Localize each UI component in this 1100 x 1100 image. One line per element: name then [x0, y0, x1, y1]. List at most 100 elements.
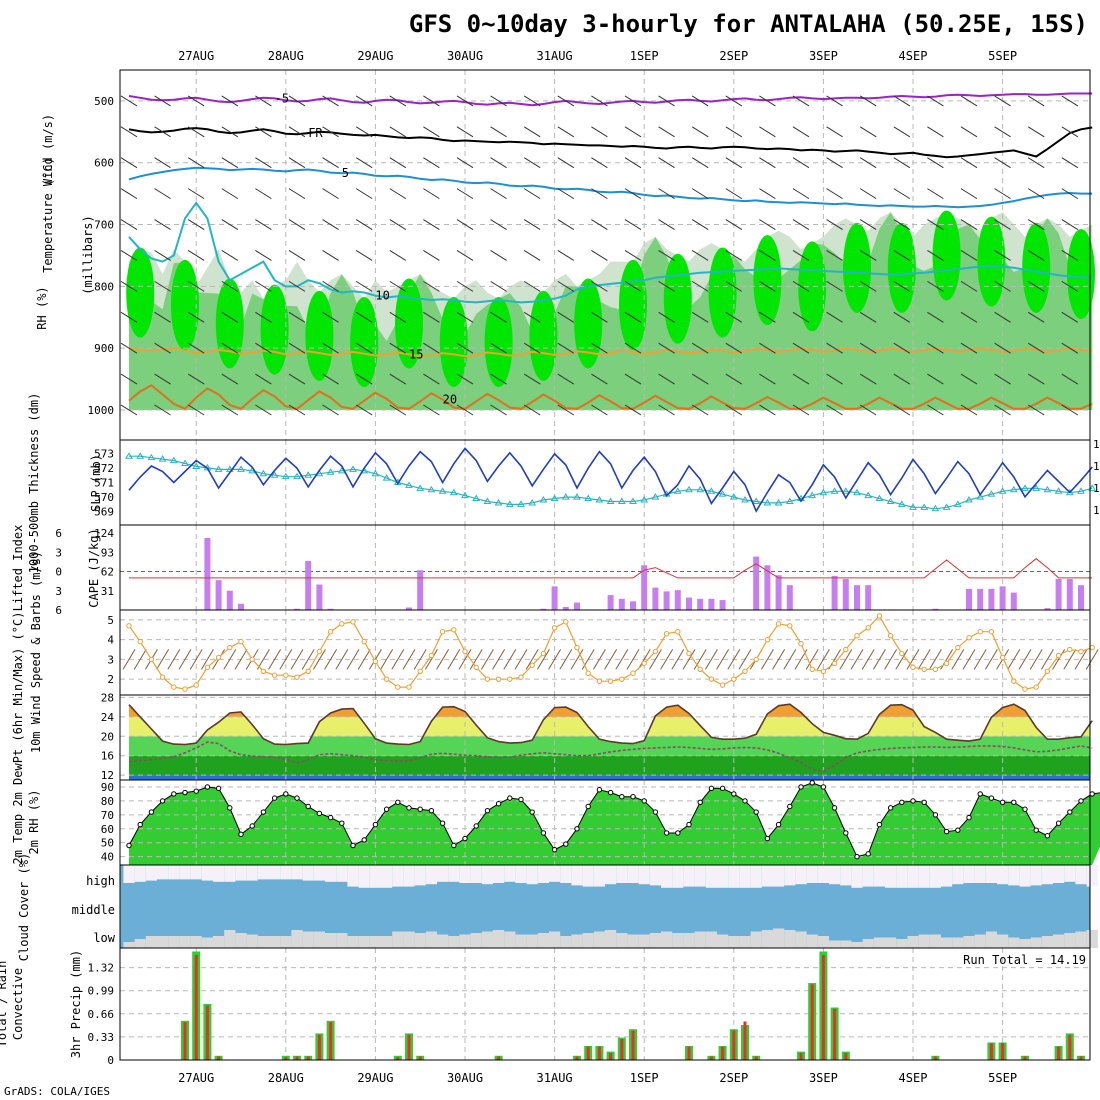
rh-saturated-cell [887, 222, 916, 313]
precip-axis-label: 3hr Precip (mm) [69, 950, 83, 1058]
date-label-top: 27AUG [178, 49, 214, 63]
date-label-top: 5SEP [988, 49, 1017, 63]
rh-saturated-cell [753, 235, 782, 326]
surface-wind-barb [324, 649, 338, 670]
thickness-tick: 573 [94, 447, 114, 460]
precip-convective-bar [1057, 1046, 1061, 1060]
rh2m-point [1067, 809, 1073, 815]
upper-wind-barb [355, 157, 373, 169]
date-label-bottom: 4SEP [899, 1071, 928, 1085]
cloud-high-gap [201, 865, 213, 881]
upper-wind-barb [1061, 280, 1079, 292]
upper-wind-barb [658, 311, 675, 323]
upper-wind-barb [120, 250, 138, 261]
cloud-low-fill [437, 934, 449, 948]
cloud-low-fill [190, 936, 202, 948]
pressure-tick: 600 [94, 157, 114, 170]
cloud-low-fill [145, 936, 157, 948]
rh2m-point [484, 807, 491, 814]
surface-wind-barb [279, 649, 293, 670]
surface-wind-barb [682, 649, 696, 670]
thickness-marker [673, 487, 682, 494]
surface-wind-barb [1052, 649, 1066, 670]
surface-wind-barb [660, 649, 674, 670]
date-label-bottom: 2SEP [719, 1071, 748, 1085]
thickness-marker [147, 453, 156, 461]
pressure-axis-label: (millibars) [81, 215, 95, 294]
surface-wind-barb [861, 649, 875, 670]
surface-wind-barb [951, 649, 965, 670]
rh2m-point [619, 794, 625, 800]
wind-speed-line [128, 614, 1093, 690]
upper-wind-barb [658, 126, 675, 138]
cloud-high-gap [448, 865, 460, 882]
upper-wind-barb [322, 95, 339, 107]
precip-convective-bar [631, 1030, 635, 1060]
cape-bar [977, 588, 984, 610]
upper-wind-barb [322, 157, 339, 169]
upper-wind-barb [120, 219, 138, 230]
upper-wind-barb [1061, 95, 1079, 107]
upper-wind-barb [187, 311, 205, 323]
upper-wind-barb [691, 126, 709, 138]
cloud-low-fill [246, 934, 258, 948]
thickness-tick: 572 [94, 462, 114, 475]
precip-convective-bar [194, 955, 198, 1060]
rh2m-point [1078, 798, 1084, 804]
surface-wind-barb [604, 649, 618, 670]
surface-wind-barb [503, 649, 517, 670]
thickness-marker [438, 487, 447, 494]
rh2m-point [596, 787, 603, 793]
upper-wind-barb [423, 188, 440, 200]
upper-wind-barb [691, 373, 709, 385]
upper-wind-barb [322, 342, 339, 354]
surface-wind-barb [984, 649, 998, 670]
wind-speed-point [775, 621, 782, 627]
wind-speed-point [731, 676, 737, 682]
cape-bar [708, 598, 715, 610]
cloud-high-gap [134, 865, 146, 882]
wind-speed-point [507, 676, 513, 682]
cape-bar [831, 575, 838, 610]
surface-wind-barb [256, 649, 270, 670]
rh-tick: 60 [101, 823, 114, 836]
date-label-top: 31AUG [537, 49, 573, 63]
cloud-high-gap [605, 865, 617, 885]
rh2m-point [1011, 799, 1017, 805]
cape-bar [966, 588, 972, 610]
thickness-marker [349, 465, 357, 472]
rh2m-point [462, 835, 468, 842]
cloud-high-gap [526, 865, 538, 885]
surface-wind-barb [346, 649, 360, 670]
surface-wind-barb [872, 649, 886, 670]
upper-wind-barb [423, 250, 440, 261]
rh-saturated-cell [171, 259, 199, 350]
temp-tick: 24 [101, 711, 115, 724]
thickness-marker [640, 496, 649, 503]
precip-convective-bar [295, 1056, 299, 1060]
cloud-high-gap [750, 865, 762, 888]
surface-wind-barb [783, 649, 797, 670]
li-axis-label: Lifted Index [11, 525, 25, 612]
date-label-top: 3SEP [809, 49, 838, 63]
wind-speed-point [988, 629, 995, 635]
pressure-tick: 700 [94, 219, 114, 232]
cloud-high-gap [257, 865, 269, 880]
upper-wind-barb [187, 250, 205, 261]
upper-wind-barb [355, 311, 373, 323]
cloud-low-fill [862, 939, 874, 948]
upper-wind-barb [523, 188, 541, 200]
upper-wind-barb [456, 250, 474, 261]
temp2m-axis-label: 2m Temp 2m DewPt (6hr Min/Max) (°C) [11, 612, 25, 865]
wind-tick: 3 [107, 653, 114, 666]
cloud-low-fill [425, 931, 437, 948]
cloud-high-gap [728, 865, 740, 888]
upper-wind-barb [557, 342, 575, 354]
surface-wind-barb [492, 649, 506, 670]
upper-wind-barb [927, 157, 944, 169]
cloud-high-gap [515, 865, 527, 883]
thickness-marker [270, 471, 279, 478]
upper-wind-barb [826, 219, 843, 230]
upper-wind-barb [120, 342, 138, 354]
upper-wind-barb [523, 95, 541, 107]
